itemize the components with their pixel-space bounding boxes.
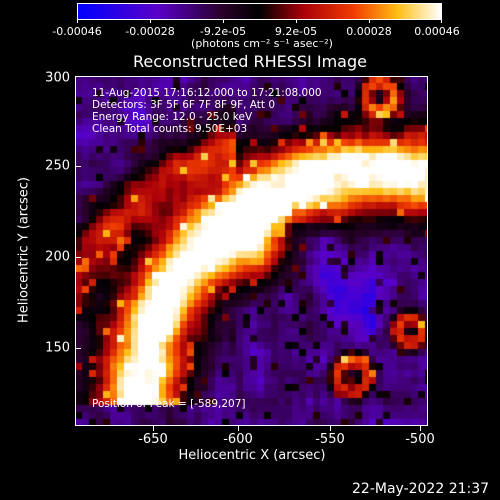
y-axis-label: Heliocentric Y (arcsec) [16,177,32,323]
info-clean-counts: Clean Total counts: 9.50E+03 [92,123,248,135]
y-axis-tick [75,166,81,167]
y-axis-tick [75,76,81,77]
x-tick-label: -650 [138,432,168,447]
colorbar-label: 0.00028 [346,25,392,38]
x-axis-tick [330,425,331,431]
colorbar-tick [150,19,151,23]
colorbar-tick [223,19,224,23]
y-tick-label: 300 [45,70,70,86]
colorbar-label: 9.2e-05 [274,25,318,38]
timestamp-footer: 22-May-2022 21:37 [352,481,490,497]
y-axis-tick [75,257,81,258]
colorbar-gradient [77,3,442,20]
x-tick-label: -550 [315,432,345,447]
x-axis-tick [420,425,421,431]
x-tick-label: -600 [223,432,253,447]
info-time-range: 11-Aug-2015 17:16:12.000 to 17:21:08.000 [92,87,322,99]
y-tick-label: 250 [45,158,70,174]
plot-frame [75,76,428,426]
rhessi-image-canvas [75,76,428,426]
colorbar-tick [296,19,297,23]
colorbar-label: -0.00028 [125,25,175,38]
x-tick-label: -500 [405,432,435,447]
colorbar-tick [441,19,442,23]
y-tick-label: 200 [45,249,70,265]
colorbar-tick [369,19,370,23]
y-axis-tick [75,348,81,349]
y-tick-label: 150 [45,340,70,356]
peak-position-label: Position of Peak = [-589,207] [92,398,246,410]
info-detectors: Detectors: 3F 5F 6F 7F 8F 9F, Att 0 [92,99,276,111]
x-axis-tick [238,425,239,431]
colorbar-label: 0.00046 [414,25,460,38]
colorbar-unit-label: (photons cm⁻² s⁻¹ asec⁻²) [191,37,333,50]
x-axis-label: Heliocentric X (arcsec) [178,448,326,463]
colorbar-label: -0.00046 [52,25,102,38]
colorbar-tick [77,19,78,23]
colorbar-label: -9.2e-05 [199,25,247,38]
x-axis-tick [153,425,154,431]
info-energy-range: Energy Range: 12.0 - 25.0 keV [92,111,253,123]
plot-title: Reconstructed RHESSI Image [133,52,367,71]
